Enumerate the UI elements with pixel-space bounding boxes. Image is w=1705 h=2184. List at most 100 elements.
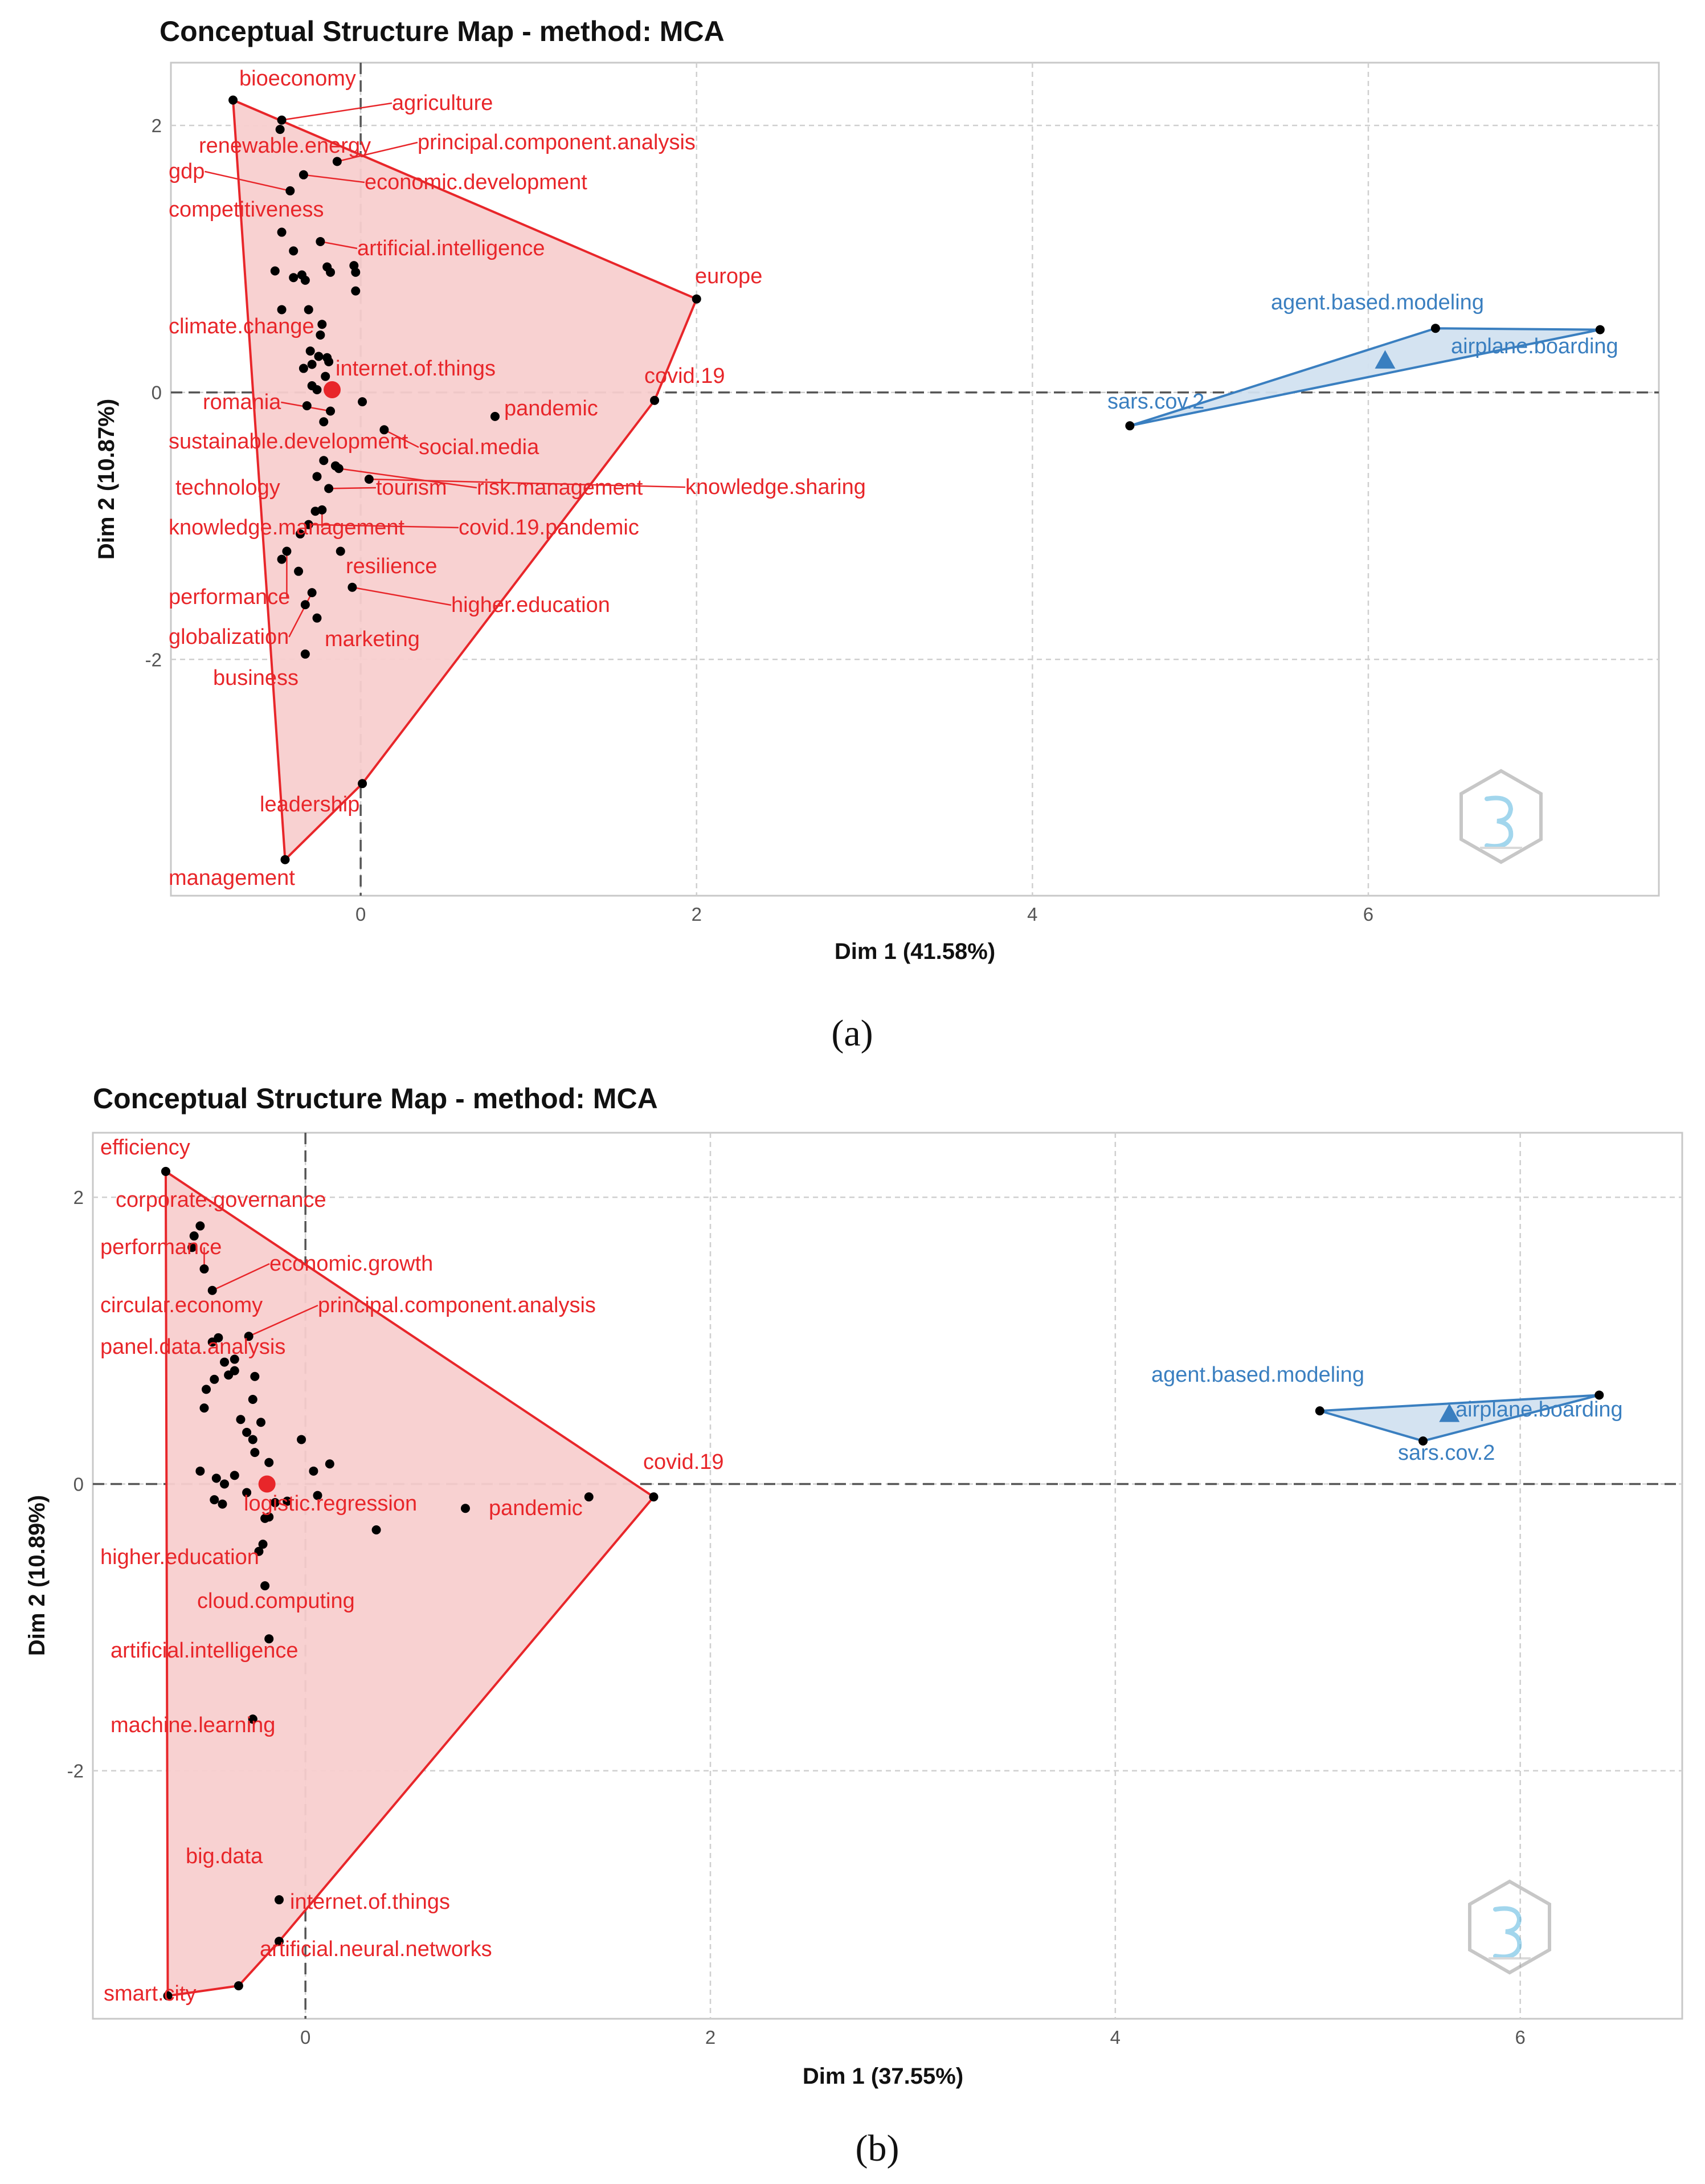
data-point-circular.economy bbox=[214, 1333, 223, 1342]
data-point bbox=[300, 600, 310, 610]
x-tick-label: 4 bbox=[1110, 2027, 1121, 2048]
data-point bbox=[294, 566, 304, 576]
data-point-efficiency bbox=[161, 1166, 170, 1176]
point-label-corporate.governance: corporate.governance bbox=[116, 1188, 326, 1212]
data-point-renewable.energy bbox=[275, 125, 285, 134]
data-point bbox=[325, 1459, 334, 1469]
data-point bbox=[256, 1418, 265, 1427]
data-point bbox=[319, 456, 329, 466]
data-point bbox=[317, 320, 327, 329]
point-label-gdp: gdp bbox=[169, 160, 205, 183]
chart-b-point-labels: efficiency corporate.governance performanc… bbox=[100, 1136, 1623, 2006]
chart-b-tick-labels: 0 2 4 6 -2 0 2 bbox=[67, 1187, 1526, 2048]
point-label-resilience: resilience bbox=[346, 554, 438, 578]
data-point bbox=[199, 1403, 209, 1413]
point-label-economic.development: economic.development bbox=[365, 170, 587, 194]
point-label-covid.19: covid.19 bbox=[643, 1450, 724, 1474]
x-tick-label: 0 bbox=[355, 904, 366, 925]
point-label-principal.component.analysis: principal.component.analysis bbox=[318, 1293, 596, 1317]
point-label-business: business bbox=[213, 666, 299, 690]
data-point-covid.19.pandemic bbox=[304, 520, 313, 529]
point-label-pandemic: pandemic bbox=[504, 397, 598, 421]
point-label-pandemic: pandemic bbox=[489, 1496, 583, 1520]
data-point bbox=[230, 1471, 239, 1480]
data-point-artificial.neural.networks bbox=[234, 1981, 243, 1991]
chart-b-cluster-hulls bbox=[164, 1170, 1601, 1997]
data-point-bioeconomy bbox=[228, 95, 238, 105]
data-point bbox=[195, 1466, 205, 1476]
data-point bbox=[351, 267, 361, 277]
chart-a-tick-labels: 0 2 4 6 -2 0 2 bbox=[145, 115, 1374, 925]
data-point-knowledge.management bbox=[317, 505, 327, 515]
point-label-cloud.computing: cloud.computing bbox=[197, 1589, 355, 1613]
point-label-sars.cov.2: sars.cov.2 bbox=[1398, 1441, 1495, 1465]
point-label-panel.data.analysis: panel.data.analysis bbox=[100, 1335, 285, 1359]
data-point bbox=[326, 267, 336, 277]
chart-a-ylabel: Dim 2 (10.87%) bbox=[94, 399, 119, 560]
data-point-artificial.intelligence bbox=[316, 236, 325, 246]
data-point bbox=[236, 1415, 246, 1424]
data-point-economic.growth bbox=[207, 1285, 217, 1295]
point-label-sustainable.development: sustainable.development bbox=[169, 430, 408, 454]
data-point-higher.education bbox=[260, 1581, 270, 1591]
data-point bbox=[307, 360, 317, 369]
point-label-internet.of.things: internet.of.things bbox=[290, 1890, 450, 1914]
data-point bbox=[314, 352, 324, 361]
data-point-sars.cov.2 bbox=[1418, 1436, 1428, 1446]
data-point bbox=[202, 1385, 211, 1394]
data-point-internet.of.things bbox=[358, 397, 367, 407]
point-label-smart.city: smart.city bbox=[104, 1982, 197, 2006]
data-point-gdp bbox=[285, 186, 295, 195]
point-label-higher.education: higher.education bbox=[100, 1545, 259, 1569]
data-point bbox=[351, 286, 361, 296]
data-point bbox=[187, 1243, 197, 1252]
chart-a-watermark-logo bbox=[1459, 769, 1543, 864]
x-tick-label: 6 bbox=[1515, 2027, 1525, 2048]
leader-line-knowledge.sharing bbox=[369, 478, 686, 488]
data-point bbox=[250, 1371, 260, 1381]
cluster-2-centroid bbox=[1375, 350, 1396, 369]
data-point bbox=[299, 364, 308, 373]
leader-line-artificial.intelligence bbox=[320, 240, 358, 250]
data-point bbox=[289, 273, 299, 283]
point-label-airplane.boarding: airplane.boarding bbox=[1451, 334, 1618, 358]
data-point-airplane.boarding bbox=[1594, 1390, 1604, 1400]
chart-a-point-labels: bioeconomy agriculture principal.component… bbox=[169, 67, 1618, 890]
data-point bbox=[211, 1473, 221, 1483]
data-point-management bbox=[280, 855, 290, 864]
data-point bbox=[319, 417, 329, 427]
point-label-technology: technology bbox=[175, 476, 280, 500]
leader-line-higher.education bbox=[352, 586, 452, 606]
point-label-social.media: social.media bbox=[419, 435, 539, 459]
data-point bbox=[289, 246, 299, 256]
data-point bbox=[302, 401, 312, 411]
point-label-globalization: globalization bbox=[169, 625, 289, 649]
x-tick-label: 0 bbox=[300, 2027, 310, 2048]
data-point-smart.city bbox=[163, 1991, 173, 2001]
data-point bbox=[224, 1370, 234, 1380]
data-point-social.media bbox=[379, 425, 389, 435]
data-point-performance bbox=[282, 546, 292, 556]
point-label-performance: performance bbox=[100, 1235, 222, 1259]
y-tick-label: 2 bbox=[73, 1187, 84, 1208]
point-label-leadership: leadership bbox=[260, 793, 359, 817]
cluster-2-hull bbox=[1318, 1394, 1601, 1442]
x-tick-label: 6 bbox=[1363, 904, 1373, 925]
point-label-marketing: marketing bbox=[325, 627, 420, 651]
data-point-agent.based.modeling bbox=[1430, 324, 1440, 333]
point-label-agent.based.modeling: agent.based.modeling bbox=[1151, 1363, 1364, 1387]
data-point-machine.learning bbox=[248, 1714, 257, 1724]
leader-line-risk.management bbox=[338, 468, 477, 489]
data-point-covid.19 bbox=[650, 395, 660, 405]
chart-b: Conceptual Structure Map - method: MCA e… bbox=[24, 1083, 1683, 2169]
cluster-1-hull bbox=[164, 1170, 655, 1997]
data-point-big.data bbox=[274, 1895, 284, 1905]
data-point-tourism bbox=[324, 484, 334, 493]
cluster-2-centroid bbox=[1439, 1403, 1460, 1422]
data-point-sars.cov.2 bbox=[1125, 421, 1135, 431]
data-point-airplane.boarding bbox=[1595, 325, 1605, 334]
leader-line-economic.development bbox=[303, 174, 365, 183]
point-label-agent.based.modeling: agent.based.modeling bbox=[1271, 291, 1484, 315]
data-point-logistic.regression bbox=[260, 1513, 270, 1523]
